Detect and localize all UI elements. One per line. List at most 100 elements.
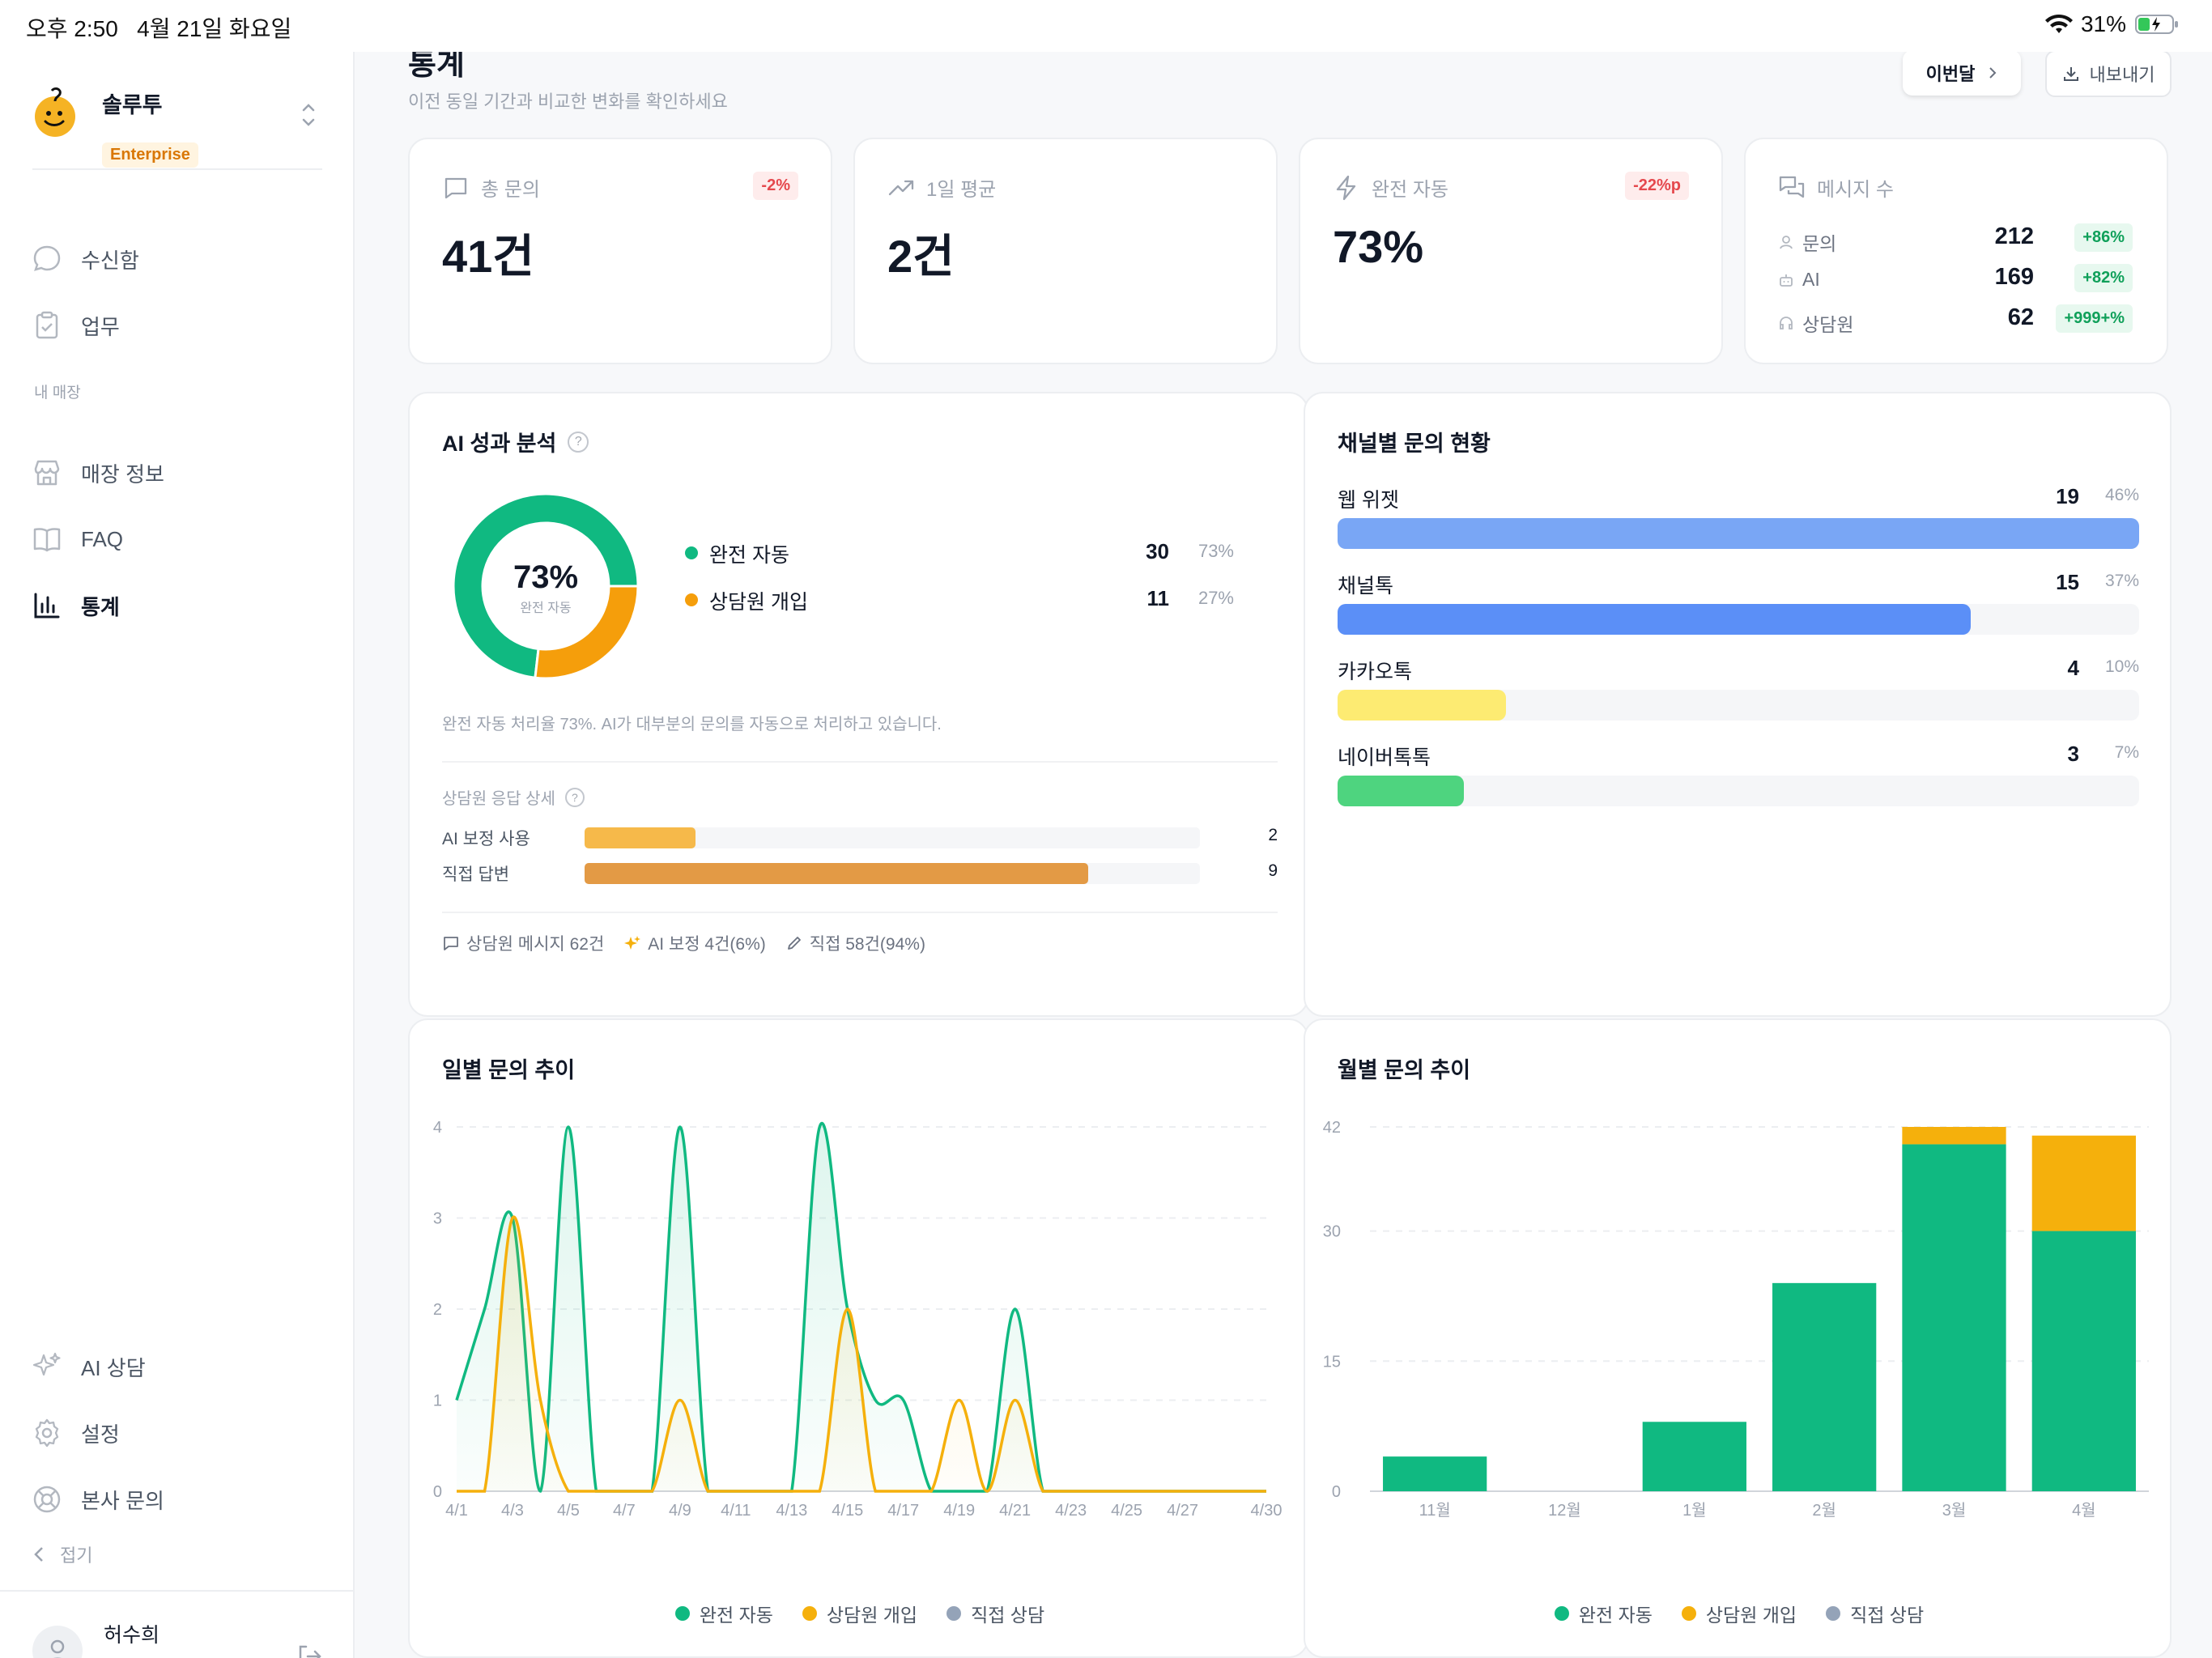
divider [442, 761, 1278, 763]
message-square-icon [444, 937, 458, 950]
kpi-label: 총 문의 [442, 173, 540, 202]
y-tick-label: 3 [433, 1210, 442, 1228]
lifebuoy-icon [33, 1486, 61, 1513]
x-tick-label: 4/11 [721, 1502, 751, 1520]
channel-inquiry-card: 채널별 문의 현황 웹 위젯 19 46% 채널톡 15 37% 카카오톡 4 10% 네이… [1304, 392, 2172, 1017]
main-content: 통계 이전 동일 기간과 비교한 변화를 확인하세요 이번달 내보내기 총 문의… [355, 48, 2212, 1658]
chevron-left-icon [34, 1547, 43, 1562]
user-icon [50, 1639, 65, 1658]
gear-icon [35, 1418, 59, 1448]
y-tick-label: 2 [433, 1301, 442, 1319]
bar [1902, 1127, 2006, 1145]
user-name: 허수희 [104, 1624, 160, 1647]
x-tick-label: 12월 [1548, 1501, 1581, 1520]
workspace-switcher[interactable]: 솔루투 Enterprise [31, 81, 325, 168]
bar-fill [1338, 604, 1972, 635]
sidebar-item-stats[interactable]: 통계 [31, 581, 120, 630]
kpi-message-count: 메시지 수 문의 212 +86% AI 169 +82% 상담원 62 +99… [1744, 138, 2168, 364]
ai-summary-note: 완전 자동 처리율 73%. AI가 대부분의 문의를 자동으로 처리하고 있습… [442, 716, 942, 733]
donut-slice [452, 492, 640, 679]
collapse-sidebar-button[interactable]: 접기 [32, 1541, 92, 1567]
y-tick-label: 4 [433, 1119, 442, 1137]
x-tick-label: 4/13 [776, 1502, 807, 1520]
sidebar-item-settings[interactable]: 설정 [31, 1409, 120, 1457]
sidebar-item-faq[interactable]: FAQ [31, 515, 123, 563]
x-tick-label: 2월 [1812, 1501, 1836, 1520]
delta-badge: +999+% [2056, 304, 2133, 333]
status-time: 오후 2:50 4월 21일 화요일 [26, 16, 292, 41]
bar [1642, 1422, 1746, 1491]
bar-fill [585, 863, 1088, 884]
user-icon [1780, 236, 1793, 249]
bar-fill [1338, 776, 1465, 806]
avatar [32, 1626, 83, 1658]
export-button[interactable]: 내보내기 [2045, 50, 2172, 97]
x-tick-label: 4/9 [669, 1502, 691, 1520]
channel-row-kakaotalk: 카카오톡 4 10% [1338, 656, 2139, 729]
sidebar-item-label: FAQ [81, 526, 124, 551]
sidebar-divider [32, 168, 322, 170]
kpi-delta-badge: -2% [753, 172, 798, 200]
help-icon[interactable]: ? [564, 787, 585, 807]
y-tick-label: 15 [1323, 1353, 1341, 1371]
card-title: 채널별 문의 현황 [1338, 432, 1491, 456]
status-bar: 오후 2:50 4월 21일 화요일 31% [0, 0, 2212, 52]
delta-badge: +86% [2074, 223, 2133, 252]
sidebar-item-store-info[interactable]: 매장 정보 [31, 449, 164, 497]
sidebar-item-tasks[interactable]: 업무 [31, 301, 120, 350]
sidebar-item-hq-support[interactable]: 본사 문의 [31, 1475, 164, 1524]
sidebar-item-label: AI 상담 [81, 1355, 146, 1380]
agent-message-summary: 상담원 메시지 62건 AI 보정 4건(6%) 직접 58건(94%) [442, 931, 925, 955]
kpi-delta-badge: -22%p [1625, 172, 1689, 200]
x-tick-label: 4/21 [999, 1502, 1031, 1520]
chevron-right-icon [1989, 67, 1997, 79]
legend-item: 완전 자동 [1554, 1600, 1653, 1627]
kpi-total-inquiries: 총 문의 41건 -2% [408, 138, 832, 364]
bar [2031, 1135, 2136, 1231]
agent-detail-title: 상담원 응답 상세? [442, 785, 585, 809]
pencil-icon [787, 937, 801, 950]
brand-name: 솔루투 [102, 93, 163, 117]
chart-legend: 완전 자동 상담원 개입 직접 상담 [410, 1600, 1310, 1627]
kpi-value: 73% [1333, 221, 1424, 272]
chat-bubble-icon [33, 245, 61, 271]
bar [2031, 1231, 2136, 1491]
store-icon [34, 460, 60, 486]
x-tick-label: 4/3 [501, 1502, 524, 1520]
sidebar-item-ai-consult[interactable]: AI 상담 [31, 1342, 146, 1391]
monthly-trend-card: 월별 문의 추이 0 15 30 42 11월 12월 1월 2월 3월 4월 완전 자동 상담원… [1304, 1018, 2172, 1658]
x-tick-label: 4/1 [445, 1502, 468, 1520]
bar [1772, 1282, 1877, 1491]
logout-icon[interactable] [295, 1642, 324, 1658]
kpi-value: 41건 [442, 231, 534, 282]
sidebar-item-inbox[interactable]: 수신함 [31, 235, 139, 283]
series-area [457, 1217, 1266, 1491]
ai-performance-card: AI 성과 분석? 73% 완전 자동 완전 자동 30 73% 상담원 개입 1… [408, 392, 1308, 1017]
bar-ai-fix: AI 보정 사용 2 [442, 826, 1278, 848]
sidebar-item-label: 설정 [81, 1422, 120, 1447]
headset-icon [1780, 317, 1793, 329]
donut-value: 73% [513, 559, 578, 595]
kpi-label: 메시지 수 [1778, 173, 1894, 202]
period-selector-button[interactable]: 이번달 [1903, 50, 2021, 96]
x-tick-label: 4/27 [1167, 1502, 1198, 1520]
x-tick-label: 4/25 [1111, 1502, 1142, 1520]
bar [1902, 1144, 2006, 1491]
status-right: 31% [2044, 11, 2180, 37]
series-line [457, 1215, 1266, 1493]
sidebar-item-label: 본사 문의 [81, 1488, 164, 1513]
x-tick-label: 4/15 [832, 1502, 863, 1520]
bar-fill [1338, 518, 2139, 549]
sidebar: 솔루투 Enterprise 수신함 업무 내 매장 매장 정보 FAQ 통계 … [0, 52, 355, 1658]
sidebar-section-label: 내 매장 [34, 385, 81, 402]
wifi-icon [2044, 14, 2073, 33]
help-icon[interactable]: ? [568, 431, 589, 453]
message-row-agent: 상담원 62 +999+% [1778, 304, 2133, 337]
monthly-bar-chart: 0 15 30 42 11월 12월 1월 2월 3월 4월 [1323, 1119, 2149, 1520]
y-tick-label: 42 [1323, 1119, 1341, 1137]
user-profile[interactable]: 허수희 [32, 1618, 324, 1658]
card-title: 월별 문의 추이 [1338, 1058, 1471, 1082]
y-tick-label: 0 [433, 1483, 442, 1501]
donut-slice [534, 585, 640, 680]
clipboard-icon [36, 311, 58, 339]
